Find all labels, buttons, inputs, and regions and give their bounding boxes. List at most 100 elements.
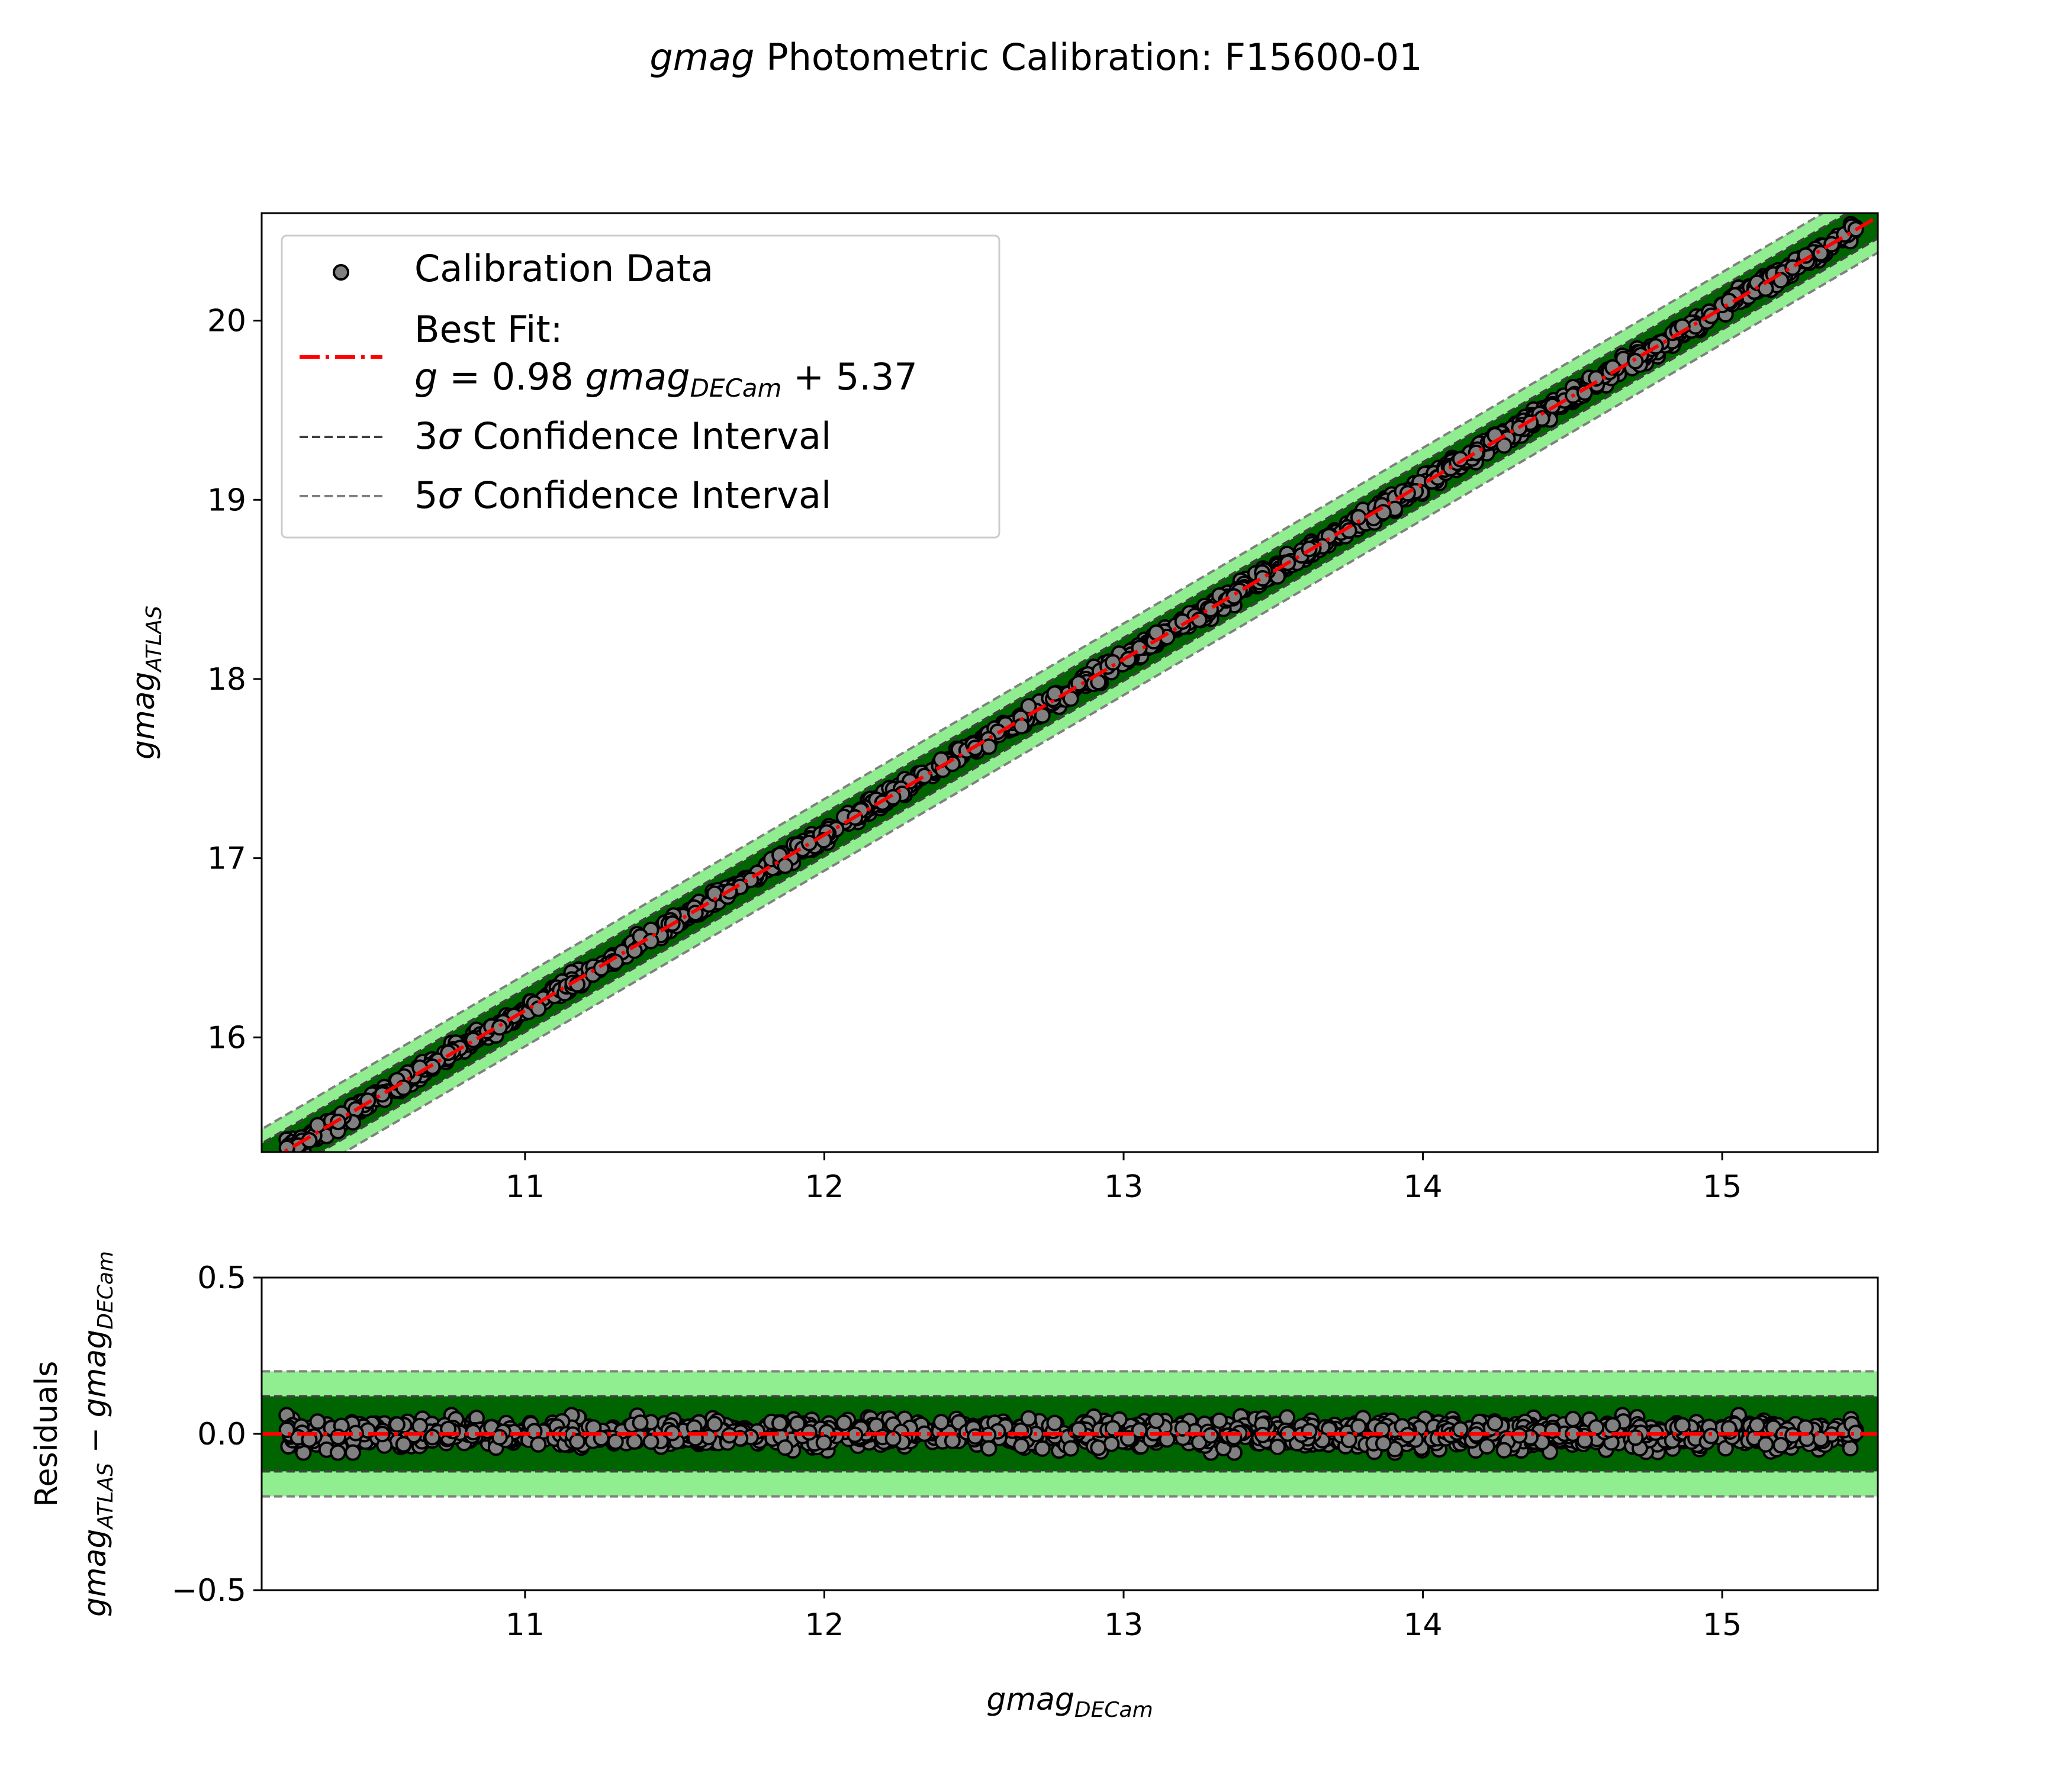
top-axes-frame xyxy=(260,212,1879,1153)
calibration-point xyxy=(1375,504,1392,521)
residual-point xyxy=(569,1433,586,1450)
legend-fit-equation: g = 0.98 gmagDECam + 5.37 xyxy=(414,355,918,403)
calibration-point xyxy=(1812,245,1829,262)
residual-point xyxy=(330,1429,347,1446)
calibration-point xyxy=(800,834,818,851)
residual-point xyxy=(1046,1414,1063,1431)
bottom-x-tick-label: 15 xyxy=(1703,1607,1742,1643)
best-fit-line xyxy=(280,214,1878,1152)
residual-point xyxy=(1544,1422,1561,1439)
residual-point xyxy=(607,1433,624,1450)
residual-point xyxy=(411,1417,429,1434)
top-y-tick-label: 20 xyxy=(207,304,246,339)
residual-point xyxy=(1842,1440,1859,1457)
residual-point xyxy=(1604,1417,1621,1434)
top-x-tick-label: 13 xyxy=(1104,1169,1143,1205)
top-y-axis-label: gmagATLAS xyxy=(126,606,166,760)
ci5-num: 5 xyxy=(414,474,437,517)
bot-ylabel-minus: − xyxy=(78,1417,113,1463)
ci3-num: 3 xyxy=(414,414,437,458)
residual-point xyxy=(1487,1414,1504,1431)
bottom-y-axis-label-line2: gmagATLAS − gmagDECam xyxy=(78,1251,118,1617)
residual-point xyxy=(932,1414,950,1431)
residual-point xyxy=(835,1414,852,1431)
top-x-tick-label: 11 xyxy=(506,1169,545,1205)
top-y-tick-label: 18 xyxy=(207,662,246,697)
fit-gmag: gmag xyxy=(585,355,690,398)
residual-point xyxy=(944,1432,961,1449)
bottom-y-tick-label: 0.0 xyxy=(197,1417,246,1452)
residual-point xyxy=(309,1413,326,1430)
residual-point xyxy=(626,1433,643,1450)
residual-point xyxy=(1565,1411,1582,1428)
ci3-sigma: σ xyxy=(437,414,462,458)
residual-point xyxy=(1174,1420,1191,1437)
calibration-point xyxy=(1627,353,1644,370)
residual-point xyxy=(1090,1439,1107,1456)
residual-point xyxy=(1748,1417,1765,1434)
ci-3sigma-lower-line xyxy=(318,237,1878,1152)
residual-point xyxy=(1495,1442,1513,1459)
bot-ylabel-main2: gmag xyxy=(78,1330,113,1418)
bot-ylabel-sub2: DECam xyxy=(94,1251,118,1330)
top-y-tick-label: 17 xyxy=(207,841,246,877)
title-rest: Photometric Calibration: F15600-01 xyxy=(755,36,1423,79)
residuals-panel: 11 12 13 14 15−0.50.00.5 Residuals gmagATLAS… xyxy=(29,1251,1879,1722)
ci3-text: Confidence Interval xyxy=(461,414,831,458)
bot-ylabel-main1: gmag xyxy=(78,1529,113,1617)
residual-point xyxy=(395,1436,412,1453)
xlabel-sub: DECam xyxy=(1074,1698,1153,1722)
x-axis-label: gmagDECam xyxy=(986,1682,1153,1722)
bottom-y-tick-label: −0.5 xyxy=(172,1573,246,1609)
top-x-tick-label: 14 xyxy=(1403,1169,1442,1205)
calibration-point xyxy=(777,857,794,874)
calibration-point xyxy=(530,1000,547,1017)
residual-point xyxy=(980,1440,998,1457)
residual-point xyxy=(1211,1412,1228,1429)
residual-point xyxy=(1757,1436,1774,1453)
residual-point xyxy=(967,1428,984,1445)
residual-point xyxy=(815,1434,832,1451)
chart-title: gmag Photometric Calibration: F15600-01 xyxy=(649,36,1422,79)
xlabel-main: gmag xyxy=(986,1682,1074,1717)
bottom-x-tick-label: 14 xyxy=(1403,1607,1442,1643)
residual-point xyxy=(1478,1438,1495,1455)
residual-point xyxy=(1020,1410,1037,1427)
residual-point xyxy=(1279,1409,1296,1426)
ci-3sigma-upper-line xyxy=(262,213,1850,1145)
residual-point xyxy=(1104,1420,1121,1437)
residual-point xyxy=(771,1415,788,1432)
residual-point xyxy=(1148,1412,1165,1429)
residual-point xyxy=(1301,1423,1318,1440)
ci5-text: Confidence Interval xyxy=(461,474,831,517)
fit-eq-mid: = 0.98 xyxy=(437,355,585,398)
residual-point xyxy=(1772,1437,1790,1454)
residual-point xyxy=(1202,1427,1219,1444)
residual-point xyxy=(1588,1419,1605,1436)
legend: Calibration Data Best Fit: g = 0.98 gmag… xyxy=(281,234,1000,539)
top-ylabel-sub: ATLAS xyxy=(142,606,166,673)
bot-ylabel-sub1: ATLAS xyxy=(94,1463,118,1530)
top-x-tick-label: 12 xyxy=(805,1169,844,1205)
legend-fit-label-line1: Best Fit: xyxy=(414,308,563,351)
residual-point xyxy=(1269,1439,1286,1456)
bottom-y-tick-label: 0.5 xyxy=(197,1260,246,1296)
title-italic: gmag xyxy=(649,36,754,79)
top-y-tick-label: 19 xyxy=(207,482,246,518)
legend-box xyxy=(281,234,1000,539)
residual-point xyxy=(1034,1440,1051,1457)
residual-point xyxy=(884,1430,902,1447)
ci-5sigma-lower-line xyxy=(342,251,1878,1152)
top-x-tick-label: 15 xyxy=(1703,1169,1742,1205)
top-y-tick-label: 16 xyxy=(207,1020,246,1056)
residual-point xyxy=(388,1416,406,1433)
bottom-x-tick-label: 13 xyxy=(1104,1607,1143,1643)
legend-ci3-label: 3σ Confidence Interval xyxy=(414,414,831,458)
legend-data-label: Calibration Data xyxy=(414,247,713,290)
fit-eq-end: + 5.37 xyxy=(781,355,917,398)
calibration-point xyxy=(309,1117,326,1134)
residual-point xyxy=(777,1439,794,1456)
